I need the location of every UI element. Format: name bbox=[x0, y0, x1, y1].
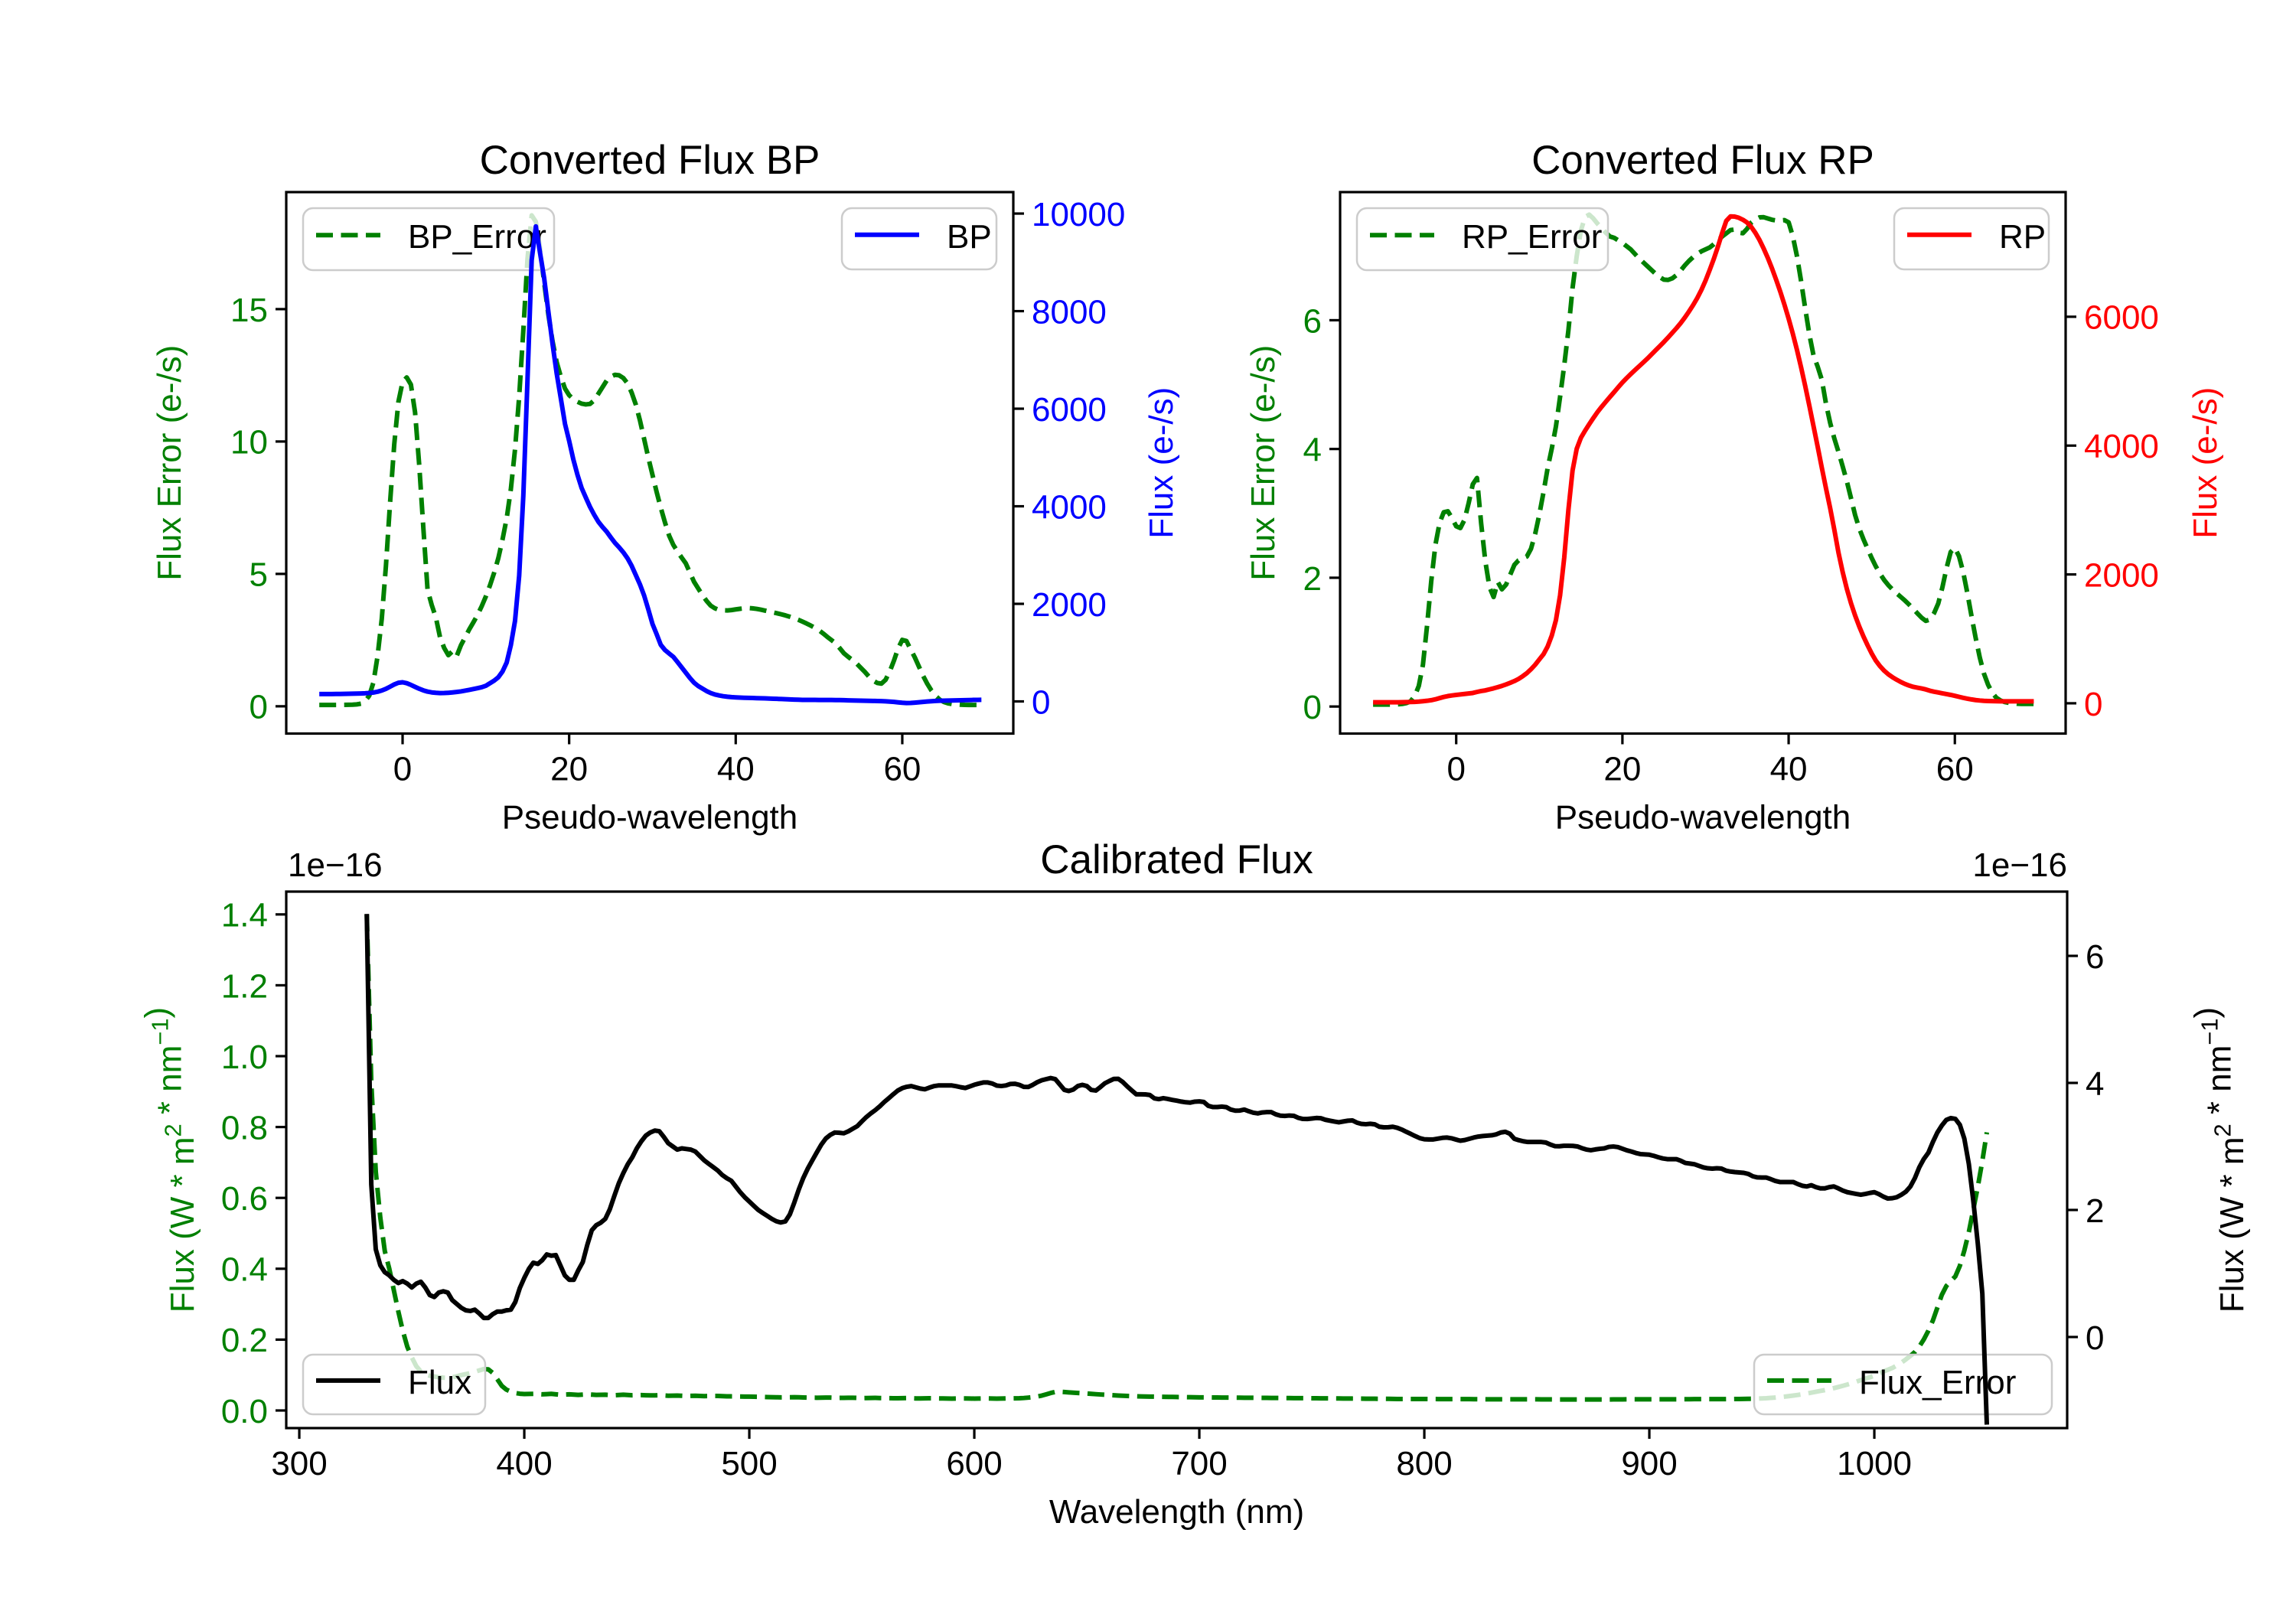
yticklabel-right-bp-0: 0 bbox=[1032, 683, 1050, 721]
ylabel-right-calibrated: Flux (W * m2 * nm−1) bbox=[2188, 1007, 2251, 1313]
yticklabel-left-rp-2: 2 bbox=[1303, 560, 1322, 598]
yticklabel-right-bp-6000: 6000 bbox=[1032, 391, 1107, 429]
legend-label-rp: RP bbox=[1999, 218, 2046, 256]
yticklabel-left-calibrated-0.6: 0.6 bbox=[221, 1180, 268, 1218]
xticklabel-bp-40: 40 bbox=[717, 751, 755, 788]
series-flux bbox=[364, 914, 1990, 1425]
yticklabel-left-calibrated-0.2: 0.2 bbox=[221, 1322, 268, 1359]
legend-flux_error: Flux_Error bbox=[1753, 1353, 2053, 1416]
series-rp_error bbox=[1373, 212, 2034, 707]
legend-box-flux_error bbox=[1753, 1353, 2053, 1416]
legend-bp: BP bbox=[840, 207, 998, 271]
yticklabel-left-calibrated-1.0: 1.0 bbox=[221, 1039, 268, 1076]
yticklabel-left-rp-0: 0 bbox=[1303, 689, 1322, 726]
legend-label-bp: BP bbox=[947, 218, 992, 256]
legend-bp_error: BP_Error bbox=[302, 207, 556, 272]
xticklabel-rp-20: 20 bbox=[1603, 751, 1641, 788]
title-rp: Converted Flux RP bbox=[1531, 138, 1874, 183]
title-bp: Converted Flux BP bbox=[480, 138, 820, 183]
xticklabel-bp-60: 60 bbox=[883, 751, 921, 788]
xticklabel-calibrated-400: 400 bbox=[496, 1445, 552, 1482]
yticklabel-right-bp-2000: 2000 bbox=[1032, 586, 1107, 624]
yticklabel-right-calibrated-2: 2 bbox=[2086, 1192, 2104, 1230]
xticklabel-calibrated-1000: 1000 bbox=[1837, 1445, 1912, 1482]
ylabel-left-rp: Flux Error (e-/s) bbox=[1244, 345, 1282, 581]
xticklabel-rp-0: 0 bbox=[1446, 751, 1465, 788]
legend-rp_error: RP_Error bbox=[1355, 207, 1609, 272]
xticklabel-bp-0: 0 bbox=[393, 751, 412, 788]
axes-calibrated: Flux_Error Flux 300 400 500 600 700 800 900 1000 0… bbox=[139, 837, 2251, 1531]
yticklabel-left-calibrated-0.8: 0.8 bbox=[221, 1109, 268, 1146]
yticklabel-left-calibrated-0.4: 0.4 bbox=[221, 1251, 268, 1289]
offset-text-right-calibrated: 1e−16 bbox=[1972, 846, 2067, 884]
yticklabel-right-rp-0: 0 bbox=[2084, 686, 2102, 723]
series-bp bbox=[319, 223, 982, 706]
yticklabel-right-bp-8000: 8000 bbox=[1032, 293, 1107, 331]
legend-box-rp bbox=[1893, 207, 2050, 271]
yticklabel-left-bp-10: 10 bbox=[230, 424, 268, 461]
xticklabel-calibrated-300: 300 bbox=[271, 1445, 327, 1482]
axes-bp: BP_Error BP 0 20 40 60 0 5 10 15 0 2000 4000 6000 8000… bbox=[151, 138, 1180, 836]
xticklabel-calibrated-900: 900 bbox=[1621, 1445, 1677, 1482]
yticklabel-left-bp-5: 5 bbox=[249, 556, 268, 594]
yticklabel-left-rp-4: 4 bbox=[1303, 432, 1322, 469]
title-calibrated: Calibrated Flux bbox=[1040, 837, 1313, 882]
legend-label-bp_error: BP_Error bbox=[408, 218, 546, 256]
axes-frame-rp bbox=[1339, 191, 2067, 735]
axes-rp: RP_Error RP0 20 40 6002460200040006000Conver… bbox=[1244, 138, 2224, 836]
series-flux_error bbox=[364, 914, 1990, 1402]
xlabel-calibrated: Wavelength (nm) bbox=[1049, 1493, 1304, 1531]
series-rp bbox=[1373, 214, 2034, 705]
offset-text-left-calibrated: 1e−16 bbox=[288, 846, 383, 884]
axes-frame-bp bbox=[285, 191, 1015, 735]
axes-frame-calibrated bbox=[285, 890, 2069, 1430]
yticklabel-left-calibrated-1.2: 1.2 bbox=[221, 967, 268, 1005]
legend-label-rp_error: RP_Error bbox=[1462, 218, 1602, 256]
legend-box-flux bbox=[302, 1353, 487, 1416]
ylabel-left-calibrated: Flux (W * m2 * nm−1) bbox=[139, 1007, 201, 1313]
yticklabel-right-rp-2000: 2000 bbox=[2084, 556, 2159, 594]
yticklabel-right-rp-6000: 6000 bbox=[2084, 299, 2159, 337]
xlabel-bp: Pseudo-wavelength bbox=[502, 799, 797, 836]
legend-label-flux: Flux bbox=[408, 1364, 471, 1401]
yticklabel-left-calibrated-0.0: 0.0 bbox=[221, 1393, 268, 1430]
legend-box-bp_error bbox=[302, 207, 556, 272]
legend-rp: RP bbox=[1893, 207, 2050, 271]
series-bp_error bbox=[319, 213, 982, 708]
xticklabel-calibrated-600: 600 bbox=[946, 1445, 1002, 1482]
yticklabel-right-bp-10000: 10000 bbox=[1032, 196, 1125, 233]
yticklabel-right-calibrated-6: 6 bbox=[2086, 938, 2104, 976]
legend-flux: Flux bbox=[302, 1353, 487, 1416]
yticklabel-right-calibrated-4: 4 bbox=[2086, 1065, 2104, 1103]
legend-box-rp_error bbox=[1355, 207, 1609, 272]
ylabel-right-rp: Flux (e-/s) bbox=[2187, 387, 2224, 539]
yticklabel-left-bp-0: 0 bbox=[249, 689, 268, 726]
yticklabel-left-calibrated-1.4: 1.4 bbox=[221, 897, 268, 934]
yticklabel-left-bp-15: 15 bbox=[230, 292, 268, 329]
xlabel-rp: Pseudo-wavelength bbox=[1555, 799, 1851, 836]
xticklabel-rp-40: 40 bbox=[1770, 751, 1808, 788]
xticklabel-calibrated-800: 800 bbox=[1396, 1445, 1452, 1482]
yticklabel-left-rp-6: 6 bbox=[1303, 302, 1322, 340]
legend-label-flux_error: Flux_Error bbox=[1859, 1364, 2016, 1401]
yticklabel-right-bp-4000: 4000 bbox=[1032, 488, 1107, 526]
legend-box-bp bbox=[840, 207, 998, 271]
ylabel-left-bp: Flux Error (e-/s) bbox=[151, 345, 188, 581]
ylabel-right-bp: Flux (e-/s) bbox=[1143, 387, 1180, 539]
xticklabel-calibrated-500: 500 bbox=[721, 1445, 777, 1482]
xticklabel-calibrated-700: 700 bbox=[1171, 1445, 1227, 1482]
yticklabel-right-calibrated-0: 0 bbox=[2086, 1319, 2104, 1357]
yticklabel-right-rp-4000: 4000 bbox=[2084, 428, 2159, 465]
xticklabel-bp-20: 20 bbox=[550, 751, 588, 788]
xticklabel-rp-60: 60 bbox=[1936, 751, 1974, 788]
